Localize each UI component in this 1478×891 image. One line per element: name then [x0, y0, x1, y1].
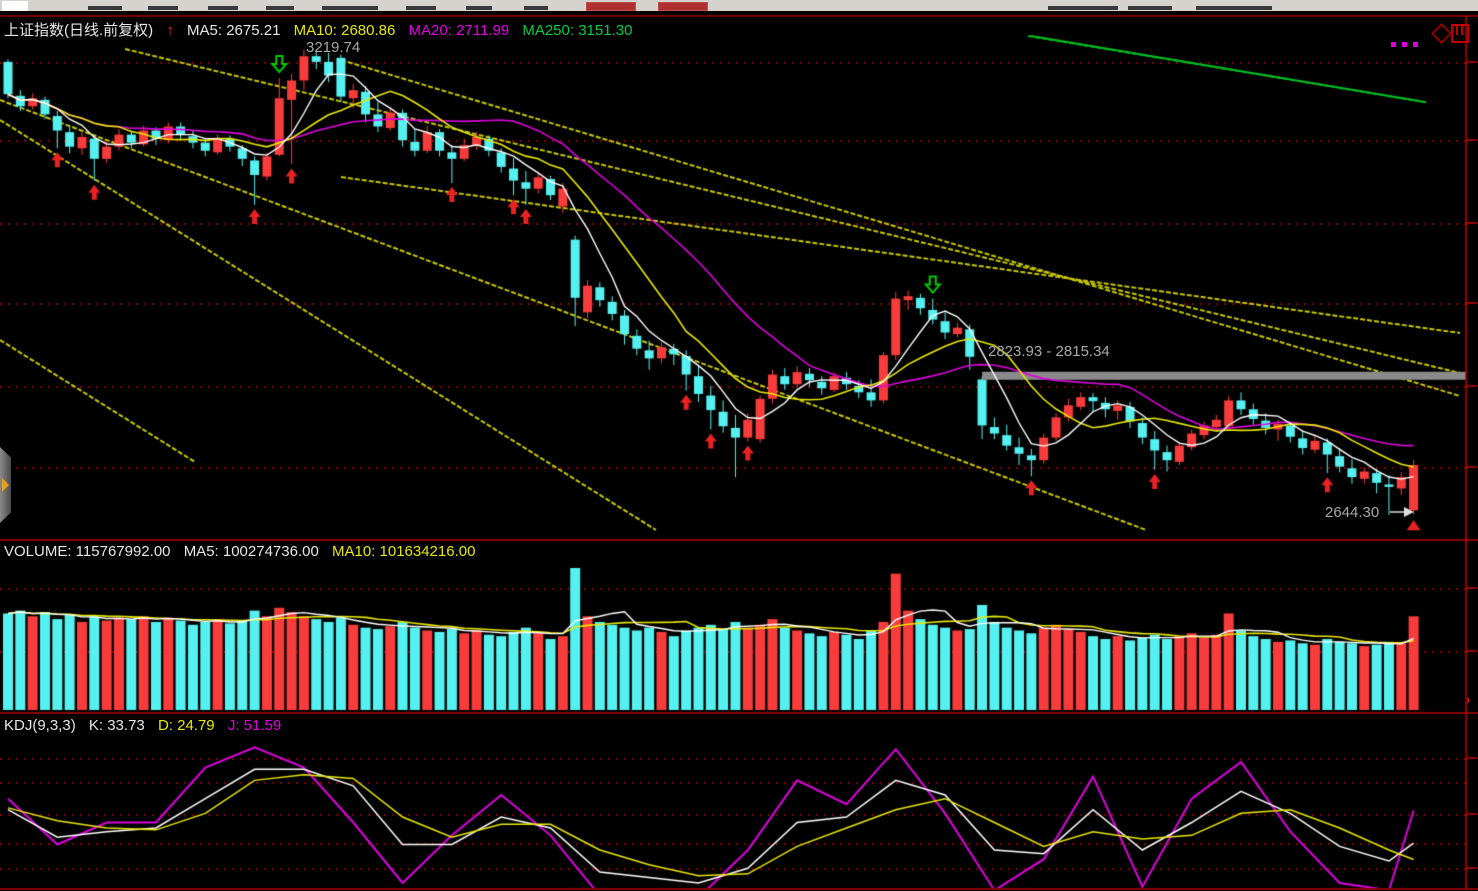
kdj-header: KDJ(9,3,3) K: 33.73 D: 24.79 J: 51.59 — [4, 717, 290, 734]
menu-item-fragment — [406, 6, 436, 10]
gap-zone-label: 2823.93 - 2815.34 — [988, 343, 1110, 360]
menu-item-fragment — [466, 6, 492, 10]
menu-item-fragment — [2, 1, 28, 11]
kdj-d-value: D: 24.79 — [157, 717, 215, 734]
main-chart-header: 上证指数(日线.前复权) ↑ MA5: 2675.21 MA10: 2680.8… — [4, 19, 641, 40]
ma250-value: MA250: 3151.30 — [522, 22, 633, 39]
volume-ma5-value: MA5: 100274736.00 — [183, 543, 319, 560]
volume-ma10-value: MA10: 101634216.00 — [331, 543, 476, 560]
ma20-value: MA20: 2711.99 — [408, 22, 510, 39]
up-arrow-icon: ↑ — [166, 22, 174, 39]
peak-price-label: 3219.74 — [306, 39, 361, 56]
menu-item-fragment — [266, 6, 294, 10]
instrument-title: 上证指数(日线.前复权) — [4, 22, 154, 39]
menu-item-fragment — [208, 6, 238, 10]
expand-arrow-icon — [2, 478, 9, 492]
panel-expand-handle[interactable] — [0, 447, 11, 523]
volume-header: VOLUME: 115767992.00 MA5: 100274736.00 M… — [4, 543, 484, 560]
menu-item-fragment — [1196, 6, 1272, 10]
volume-value: VOLUME: 115767992.00 — [4, 543, 171, 560]
clipped-menu-bar[interactable] — [0, 0, 1478, 11]
kdj-j-value: J: 51.59 — [227, 717, 282, 734]
menu-item-fragment — [1048, 6, 1118, 10]
menu-item-fragment — [1128, 6, 1172, 10]
ma10-value: MA10: 2680.86 — [293, 22, 396, 39]
menu-item-fragment — [88, 6, 122, 10]
menu-item-fragment — [322, 6, 378, 10]
menu-item-fragment — [148, 6, 178, 10]
kdj-name: KDJ(9,3,3) — [4, 717, 76, 734]
menu-button-fragment[interactable] — [586, 2, 636, 11]
more-dots-icon[interactable] — [1391, 34, 1431, 47]
low-price-label: 2644.30 — [1325, 504, 1380, 521]
pane-scroll-chevron[interactable]: › — [1466, 692, 1471, 707]
kdj-k-value: K: 33.73 — [88, 717, 145, 734]
grid-window-icon[interactable] — [1451, 24, 1469, 43]
ma5-value: MA5: 2675.21 — [187, 22, 281, 39]
menu-button-fragment[interactable] — [658, 2, 708, 11]
menu-item-fragment — [524, 6, 548, 10]
